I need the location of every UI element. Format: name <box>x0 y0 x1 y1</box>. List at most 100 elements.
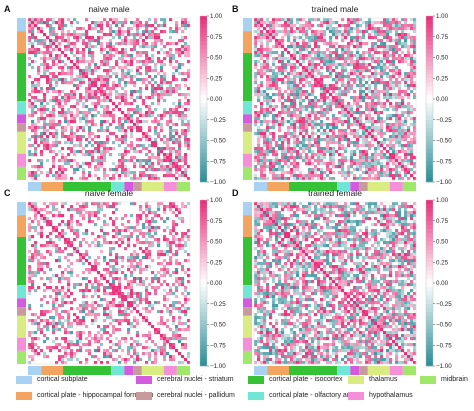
heatmap-cell <box>106 21 110 25</box>
heatmap-cell <box>383 102 387 106</box>
heatmap-cell <box>181 51 185 55</box>
colorbar-segment <box>426 177 433 183</box>
heatmap-cell <box>64 78 68 82</box>
heatmap-cell <box>70 241 74 245</box>
heatmap-cell <box>76 126 80 130</box>
heatmap-cell <box>67 36 71 40</box>
heatmap-cell <box>296 138 300 142</box>
heatmap-cell <box>314 144 318 148</box>
heatmap-cell <box>61 235 65 239</box>
heatmap-cell <box>410 60 414 64</box>
heatmap-cell <box>175 129 179 133</box>
heatmap-cell <box>73 42 77 46</box>
heatmap-cell <box>257 30 261 34</box>
heatmap-cell <box>184 129 188 133</box>
heatmap-cell <box>169 159 173 163</box>
heatmap-cell <box>326 132 330 136</box>
heatmap-cell <box>145 147 149 151</box>
heatmap-cell <box>166 292 170 296</box>
heatmap-cell <box>410 111 414 115</box>
heatmap-cell <box>43 120 47 124</box>
heatmap-cell <box>79 117 83 121</box>
heatmap-cell <box>257 39 261 43</box>
heatmap-cell <box>377 174 381 178</box>
heatmap-cell <box>61 214 65 218</box>
heatmap-cell <box>97 111 101 115</box>
heatmap-cell <box>308 84 312 88</box>
heatmap-cell <box>133 256 137 260</box>
heatmap-cell <box>344 135 348 139</box>
heatmap-cell <box>142 226 146 230</box>
heatmap-cell <box>133 171 137 175</box>
heatmap-cell <box>142 283 146 287</box>
heatmap-cell <box>88 36 92 40</box>
heatmap-cell <box>166 319 170 323</box>
region-bar-bottom <box>111 182 125 191</box>
heatmap-cell <box>79 346 83 350</box>
heatmap-cell <box>254 60 258 64</box>
heatmap-cell <box>124 129 128 133</box>
region-bar-bottom <box>63 366 112 375</box>
heatmap-cell <box>118 57 122 61</box>
heatmap-cell <box>290 45 294 49</box>
heatmap-cell <box>157 120 161 124</box>
heatmap-cell <box>115 60 119 64</box>
heatmap-cell <box>91 153 95 157</box>
heatmap-cell <box>127 168 131 172</box>
heatmap-cell <box>395 120 399 124</box>
heatmap-cell <box>269 171 273 175</box>
heatmap-cell <box>94 238 98 242</box>
heatmap-cell <box>52 48 56 52</box>
heatmap-cell <box>151 78 155 82</box>
heatmap-cell <box>395 96 399 100</box>
heatmap-cell <box>61 165 65 169</box>
heatmap-cell <box>121 42 125 46</box>
heatmap-cell <box>347 54 351 58</box>
heatmap-cell <box>109 27 113 31</box>
heatmap-cell <box>181 156 185 160</box>
heatmap-cell <box>145 334 149 338</box>
heatmap-cell <box>368 105 372 109</box>
heatmap-cell <box>58 280 62 284</box>
heatmap-cell <box>350 141 354 145</box>
heatmap-cell <box>157 162 161 166</box>
heatmap-cell <box>386 39 390 43</box>
heatmap-cell <box>329 102 333 106</box>
heatmap-cell <box>34 36 38 40</box>
heatmap-cell <box>76 307 80 311</box>
heatmap-cell <box>329 162 333 166</box>
heatmap-cell <box>160 78 164 82</box>
heatmap-cell <box>326 102 330 106</box>
heatmap-cell <box>350 171 354 175</box>
heatmap-cell <box>76 36 80 40</box>
heatmap-cell <box>31 286 35 290</box>
heatmap-cell <box>371 102 375 106</box>
colorbar-segment <box>200 86 207 91</box>
heatmap-cell <box>70 244 74 248</box>
heatmap-cell <box>130 57 134 61</box>
heatmap-cell <box>160 322 164 326</box>
heatmap-cell <box>133 202 137 206</box>
heatmap-cell <box>362 60 366 64</box>
heatmap-cell <box>257 114 261 118</box>
heatmap-cell <box>61 135 65 139</box>
heatmap-cell <box>368 165 372 169</box>
heatmap-cell <box>124 174 128 178</box>
heatmap-cell <box>55 313 59 317</box>
heatmap-cell <box>64 277 68 281</box>
heatmap-cell <box>266 51 270 55</box>
heatmap-cell <box>166 217 170 221</box>
heatmap-cell <box>290 147 294 151</box>
heatmap-cell <box>34 226 38 230</box>
heatmap-cell <box>70 75 74 79</box>
heatmap-cell <box>347 51 351 55</box>
heatmap-cell <box>145 295 149 299</box>
heatmap-cell <box>362 66 366 70</box>
heatmap-cell <box>383 96 387 100</box>
heatmap-cell <box>392 114 396 118</box>
heatmap-cell <box>181 18 185 22</box>
heatmap-cell <box>154 45 158 49</box>
heatmap-cell <box>154 226 158 230</box>
heatmap-cell <box>341 174 345 178</box>
heatmap-cell <box>362 153 366 157</box>
